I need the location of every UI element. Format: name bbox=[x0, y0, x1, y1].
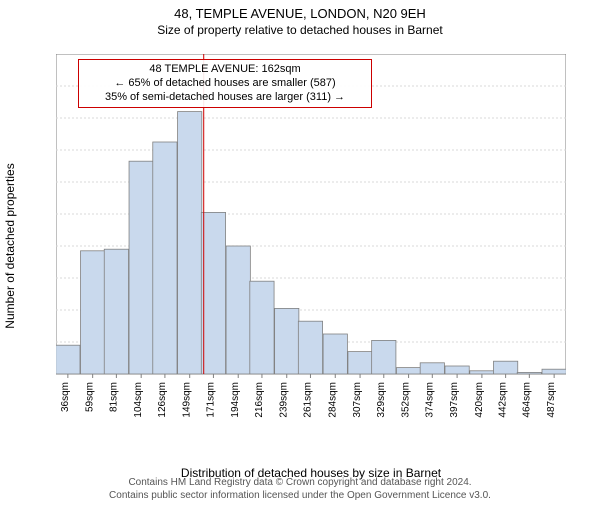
footer-text: Contains HM Land Registry data © Crown c… bbox=[0, 477, 600, 502]
y-axis-label: Number of detached properties bbox=[3, 163, 17, 328]
svg-text:284sqm: 284sqm bbox=[327, 382, 338, 418]
svg-text:104sqm: 104sqm bbox=[133, 382, 144, 418]
svg-text:464sqm: 464sqm bbox=[521, 382, 532, 418]
svg-text:81sqm: 81sqm bbox=[108, 382, 119, 412]
svg-text:397sqm: 397sqm bbox=[449, 382, 460, 418]
svg-text:329sqm: 329sqm bbox=[376, 382, 387, 418]
svg-text:239sqm: 239sqm bbox=[279, 382, 290, 418]
svg-text:216sqm: 216sqm bbox=[254, 382, 265, 418]
svg-text:149sqm: 149sqm bbox=[182, 382, 193, 418]
annotation-line: 48 TEMPLE AVENUE: 162sqm bbox=[85, 63, 365, 77]
footer-line: Contains public sector information licen… bbox=[0, 490, 600, 503]
page-subtitle: Size of property relative to detached ho… bbox=[0, 23, 600, 37]
page-title: 48, TEMPLE AVENUE, LONDON, N20 9EH bbox=[0, 6, 600, 21]
svg-text:307sqm: 307sqm bbox=[352, 382, 363, 418]
annotation-line: 35% of semi-detached houses are larger (… bbox=[85, 91, 365, 105]
svg-text:374sqm: 374sqm bbox=[424, 382, 435, 418]
svg-text:261sqm: 261sqm bbox=[302, 382, 313, 418]
svg-text:352sqm: 352sqm bbox=[401, 382, 412, 418]
footer-line: Contains HM Land Registry data © Crown c… bbox=[0, 477, 600, 490]
svg-text:59sqm: 59sqm bbox=[85, 382, 96, 412]
svg-text:487sqm: 487sqm bbox=[546, 382, 557, 418]
chart-container: Number of detached properties 0204060801… bbox=[56, 54, 566, 424]
svg-text:126sqm: 126sqm bbox=[157, 382, 168, 418]
annotation-box: 48 TEMPLE AVENUE: 162sqm ← 65% of detach… bbox=[78, 59, 372, 108]
svg-text:194sqm: 194sqm bbox=[230, 382, 241, 418]
svg-text:442sqm: 442sqm bbox=[498, 382, 509, 418]
svg-text:36sqm: 36sqm bbox=[60, 382, 71, 412]
histogram-chart: 02040608010012014016018020036sqm59sqm81s… bbox=[56, 54, 566, 424]
svg-text:171sqm: 171sqm bbox=[205, 382, 216, 418]
svg-text:420sqm: 420sqm bbox=[474, 382, 485, 418]
annotation-line: ← 65% of detached houses are smaller (58… bbox=[85, 77, 365, 91]
